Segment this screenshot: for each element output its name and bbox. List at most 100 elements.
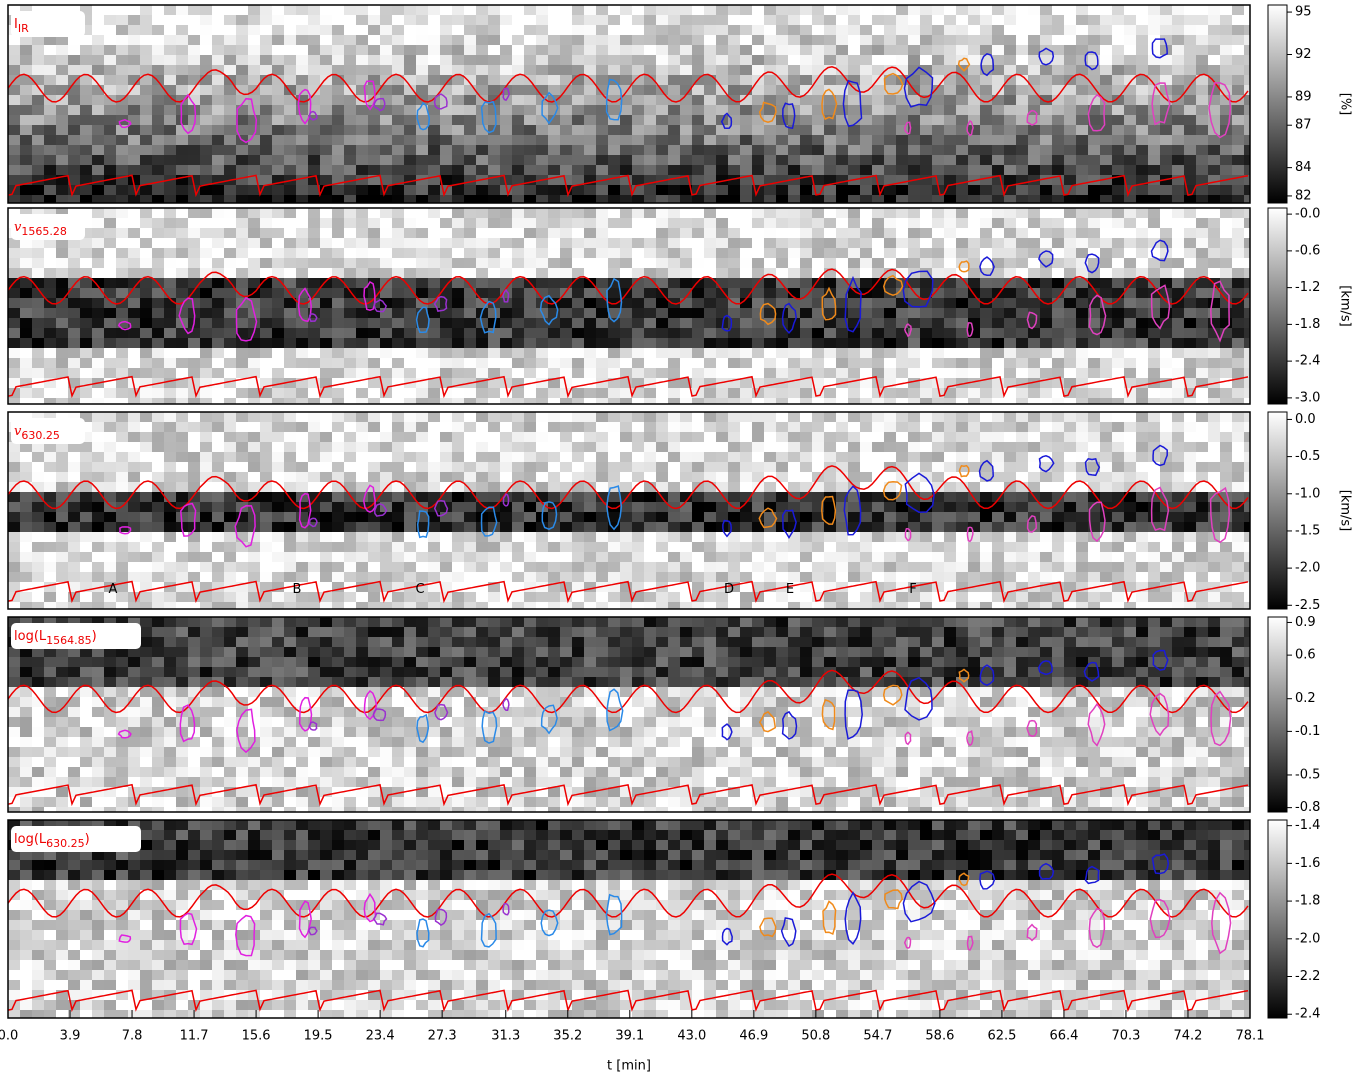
pixel [1004, 5, 1016, 15]
pixel [524, 125, 536, 135]
pixel [824, 268, 836, 278]
pixel [308, 398, 320, 404]
pixel [356, 35, 368, 45]
pixel [1028, 358, 1040, 368]
pixel [1148, 432, 1160, 442]
pixel [1076, 358, 1088, 368]
pixel [956, 412, 968, 422]
pixel [788, 308, 800, 318]
pixel [1220, 298, 1232, 308]
pixel [1184, 268, 1196, 278]
pixel [272, 55, 284, 65]
pixel [680, 155, 692, 165]
pixel [968, 125, 980, 135]
pixel [860, 442, 872, 452]
pixel [896, 472, 908, 482]
pixel [308, 45, 320, 55]
pixel [512, 462, 524, 472]
pixel [56, 35, 68, 45]
pixel [368, 308, 380, 318]
pixel [392, 412, 404, 422]
pixel [416, 368, 428, 378]
pixel [1064, 462, 1076, 472]
pixel [512, 248, 524, 258]
pixel [920, 412, 932, 422]
pixel [896, 155, 908, 165]
pixel [872, 218, 884, 228]
pixel [236, 55, 248, 65]
pixel [356, 165, 368, 175]
pixel [272, 35, 284, 45]
pixel [488, 462, 500, 472]
pixel [656, 398, 668, 404]
pixel [392, 462, 404, 472]
pixel [44, 288, 56, 298]
pixel [140, 165, 152, 175]
pixel [164, 208, 176, 218]
pixel [572, 228, 584, 238]
pixel [920, 462, 932, 472]
pixel [608, 278, 620, 288]
pixel [920, 228, 932, 238]
pixel [200, 308, 212, 318]
pixel [332, 35, 344, 45]
pixel [1028, 155, 1040, 165]
pixel [1172, 75, 1184, 85]
pixel [188, 5, 200, 15]
pixel [872, 442, 884, 452]
pixel [836, 298, 848, 308]
pixel [992, 298, 1004, 308]
pixel [800, 298, 812, 308]
pixel [860, 135, 872, 145]
feature-contour [539, 294, 559, 326]
pixel [1076, 135, 1088, 145]
pixel [248, 195, 260, 203]
pixel [644, 338, 656, 348]
pixel [416, 195, 428, 203]
pixel [56, 95, 68, 105]
pixel [56, 65, 68, 75]
pixel [848, 165, 860, 175]
pixel [824, 35, 836, 45]
pixel [1088, 348, 1100, 358]
pixel [92, 358, 104, 368]
pixel [800, 462, 812, 472]
pixel [752, 165, 764, 175]
pixel [536, 358, 548, 368]
pixel [644, 388, 656, 398]
pixel [1124, 452, 1136, 462]
pixel [308, 452, 320, 462]
pixel [296, 462, 308, 472]
pixel [1004, 238, 1016, 248]
pixel [464, 462, 476, 472]
pixel [164, 268, 176, 278]
pixel [776, 155, 788, 165]
pixel [128, 452, 140, 462]
pixel [1136, 135, 1148, 145]
pixel [68, 175, 80, 185]
pixel [788, 298, 800, 308]
pixel [272, 238, 284, 248]
pixel [1052, 422, 1064, 432]
pixel [356, 328, 368, 338]
pixel [776, 338, 788, 348]
pixel [200, 228, 212, 238]
pixel [1112, 472, 1124, 482]
pixel [836, 358, 848, 368]
pixel [668, 135, 680, 145]
pixel [752, 45, 764, 55]
pixel [704, 208, 716, 218]
pixel [896, 452, 908, 462]
pixel [272, 145, 284, 155]
pixel [656, 208, 668, 218]
pixel [116, 378, 128, 388]
pixel [452, 105, 464, 115]
pixel [200, 422, 212, 432]
pixel [488, 175, 500, 185]
pixel [1124, 228, 1136, 238]
pixel [152, 55, 164, 65]
pixel [860, 258, 872, 268]
pixel [728, 218, 740, 228]
pixel [764, 45, 776, 55]
pixel [836, 35, 848, 45]
